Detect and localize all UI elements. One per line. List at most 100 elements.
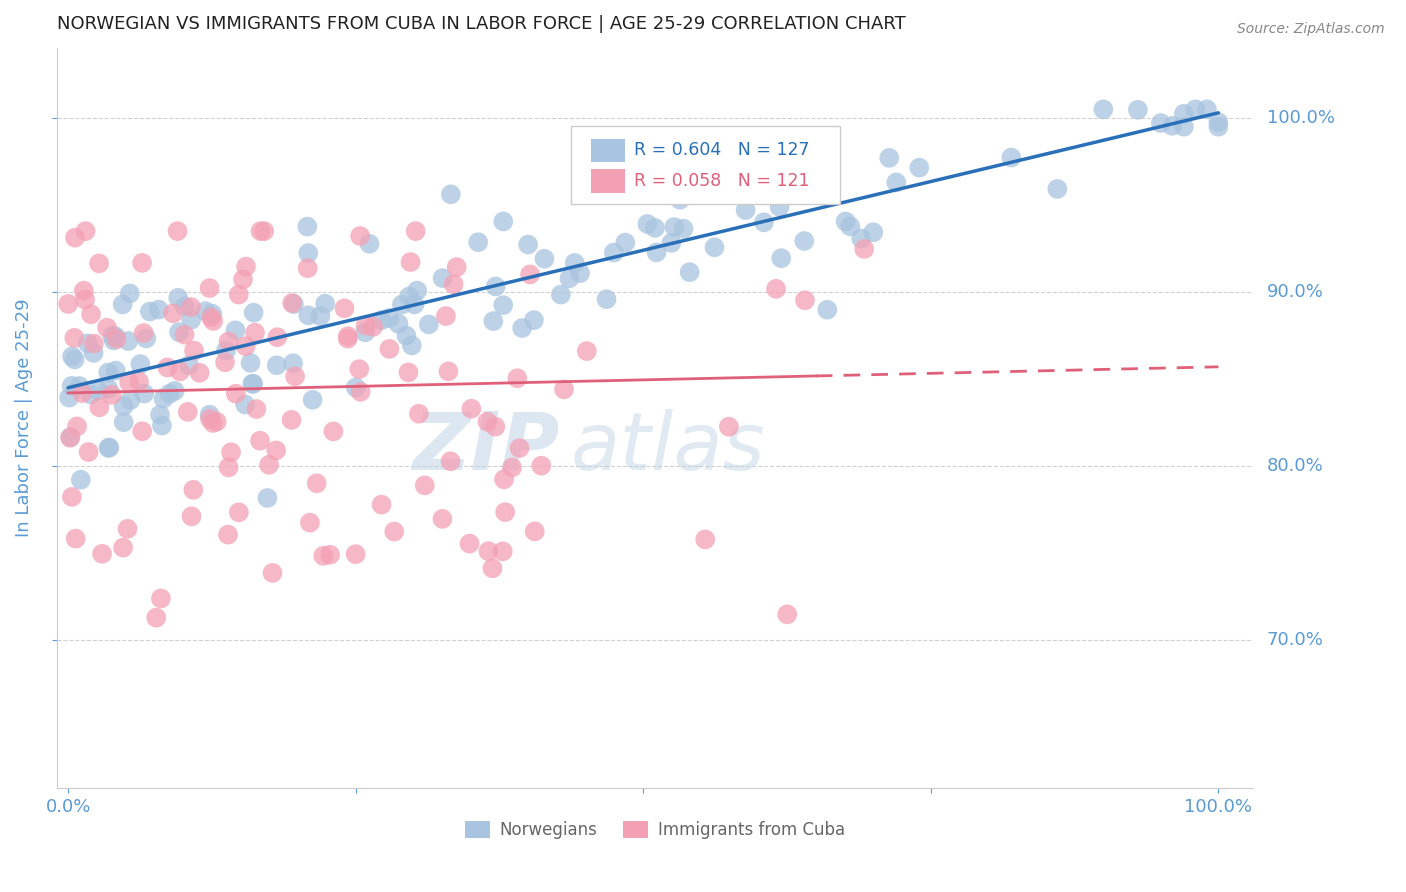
Point bbox=[65, 532, 87, 546]
Point bbox=[399, 255, 422, 269]
Text: 100.0%: 100.0% bbox=[1267, 109, 1334, 127]
Point bbox=[1161, 119, 1184, 133]
Point bbox=[312, 549, 335, 563]
Point bbox=[508, 441, 530, 455]
Text: R = 0.604   N = 127: R = 0.604 N = 127 bbox=[634, 142, 810, 160]
Point bbox=[770, 251, 793, 265]
Point bbox=[148, 302, 170, 317]
Point bbox=[228, 505, 250, 519]
Point bbox=[1184, 103, 1206, 117]
Point bbox=[695, 533, 717, 547]
Point bbox=[344, 547, 367, 561]
Point bbox=[418, 318, 440, 332]
Point bbox=[413, 478, 436, 492]
Point bbox=[703, 240, 725, 254]
Point bbox=[794, 293, 817, 308]
Point bbox=[434, 309, 457, 323]
Bar bbox=[592, 138, 624, 162]
Text: 80.0%: 80.0% bbox=[1267, 457, 1323, 475]
Point bbox=[523, 313, 546, 327]
Point bbox=[266, 359, 288, 373]
Point bbox=[1195, 103, 1218, 117]
Point bbox=[243, 326, 266, 340]
Point bbox=[73, 284, 96, 298]
Point bbox=[281, 356, 304, 370]
Point bbox=[717, 419, 740, 434]
Point bbox=[664, 220, 686, 235]
Point bbox=[101, 388, 124, 402]
Point bbox=[678, 265, 700, 279]
Point bbox=[575, 344, 598, 359]
Point bbox=[636, 217, 658, 231]
Point bbox=[180, 509, 202, 524]
Point bbox=[440, 187, 463, 202]
Point bbox=[1046, 182, 1069, 196]
Point bbox=[63, 230, 86, 244]
Point bbox=[408, 407, 430, 421]
Point bbox=[908, 161, 931, 175]
Point bbox=[87, 256, 110, 270]
Point bbox=[177, 405, 200, 419]
Point bbox=[284, 369, 307, 384]
Text: atlas: atlas bbox=[571, 409, 766, 487]
Point bbox=[103, 334, 125, 348]
Point bbox=[104, 363, 127, 377]
Point bbox=[558, 271, 581, 285]
Point bbox=[58, 297, 80, 311]
Point bbox=[105, 332, 128, 346]
Point bbox=[87, 384, 110, 398]
Point bbox=[173, 299, 195, 313]
Point bbox=[249, 434, 271, 448]
Point bbox=[839, 219, 862, 234]
Point bbox=[202, 314, 225, 328]
Point bbox=[467, 235, 489, 250]
Point bbox=[80, 387, 103, 401]
Point bbox=[89, 401, 111, 415]
Point bbox=[645, 245, 668, 260]
Point bbox=[378, 311, 401, 326]
Point bbox=[336, 329, 359, 343]
Point bbox=[242, 306, 264, 320]
Point bbox=[344, 380, 367, 394]
Point bbox=[460, 401, 482, 416]
Point bbox=[205, 415, 228, 429]
Point bbox=[523, 524, 546, 539]
Point bbox=[257, 458, 280, 472]
Point bbox=[201, 307, 224, 321]
Point bbox=[378, 342, 401, 356]
Point bbox=[482, 314, 505, 328]
Point bbox=[70, 386, 93, 401]
Point bbox=[443, 277, 465, 292]
Point bbox=[793, 234, 815, 248]
Point bbox=[150, 418, 173, 433]
Point bbox=[280, 413, 302, 427]
Point bbox=[135, 331, 157, 345]
Point bbox=[862, 225, 884, 239]
Point bbox=[239, 356, 262, 370]
Point bbox=[432, 512, 454, 526]
Point bbox=[63, 331, 86, 345]
Point bbox=[118, 286, 141, 301]
Point bbox=[101, 328, 124, 343]
Point bbox=[145, 610, 167, 624]
Text: R = 0.058   N = 121: R = 0.058 N = 121 bbox=[634, 172, 810, 190]
Point bbox=[218, 460, 240, 475]
Point bbox=[188, 366, 211, 380]
Point bbox=[233, 398, 256, 412]
Point bbox=[60, 490, 83, 504]
Point bbox=[117, 334, 139, 348]
Point bbox=[494, 505, 516, 519]
Point bbox=[432, 271, 454, 285]
Point bbox=[301, 392, 323, 407]
Point bbox=[249, 224, 271, 238]
Point bbox=[131, 424, 153, 438]
Point bbox=[177, 358, 200, 372]
Point bbox=[333, 301, 356, 316]
Point bbox=[104, 329, 127, 343]
Point bbox=[354, 326, 377, 340]
Point bbox=[765, 282, 787, 296]
Point bbox=[97, 441, 120, 455]
Point bbox=[405, 224, 427, 238]
FancyBboxPatch shape bbox=[571, 126, 841, 203]
Point bbox=[506, 371, 529, 385]
